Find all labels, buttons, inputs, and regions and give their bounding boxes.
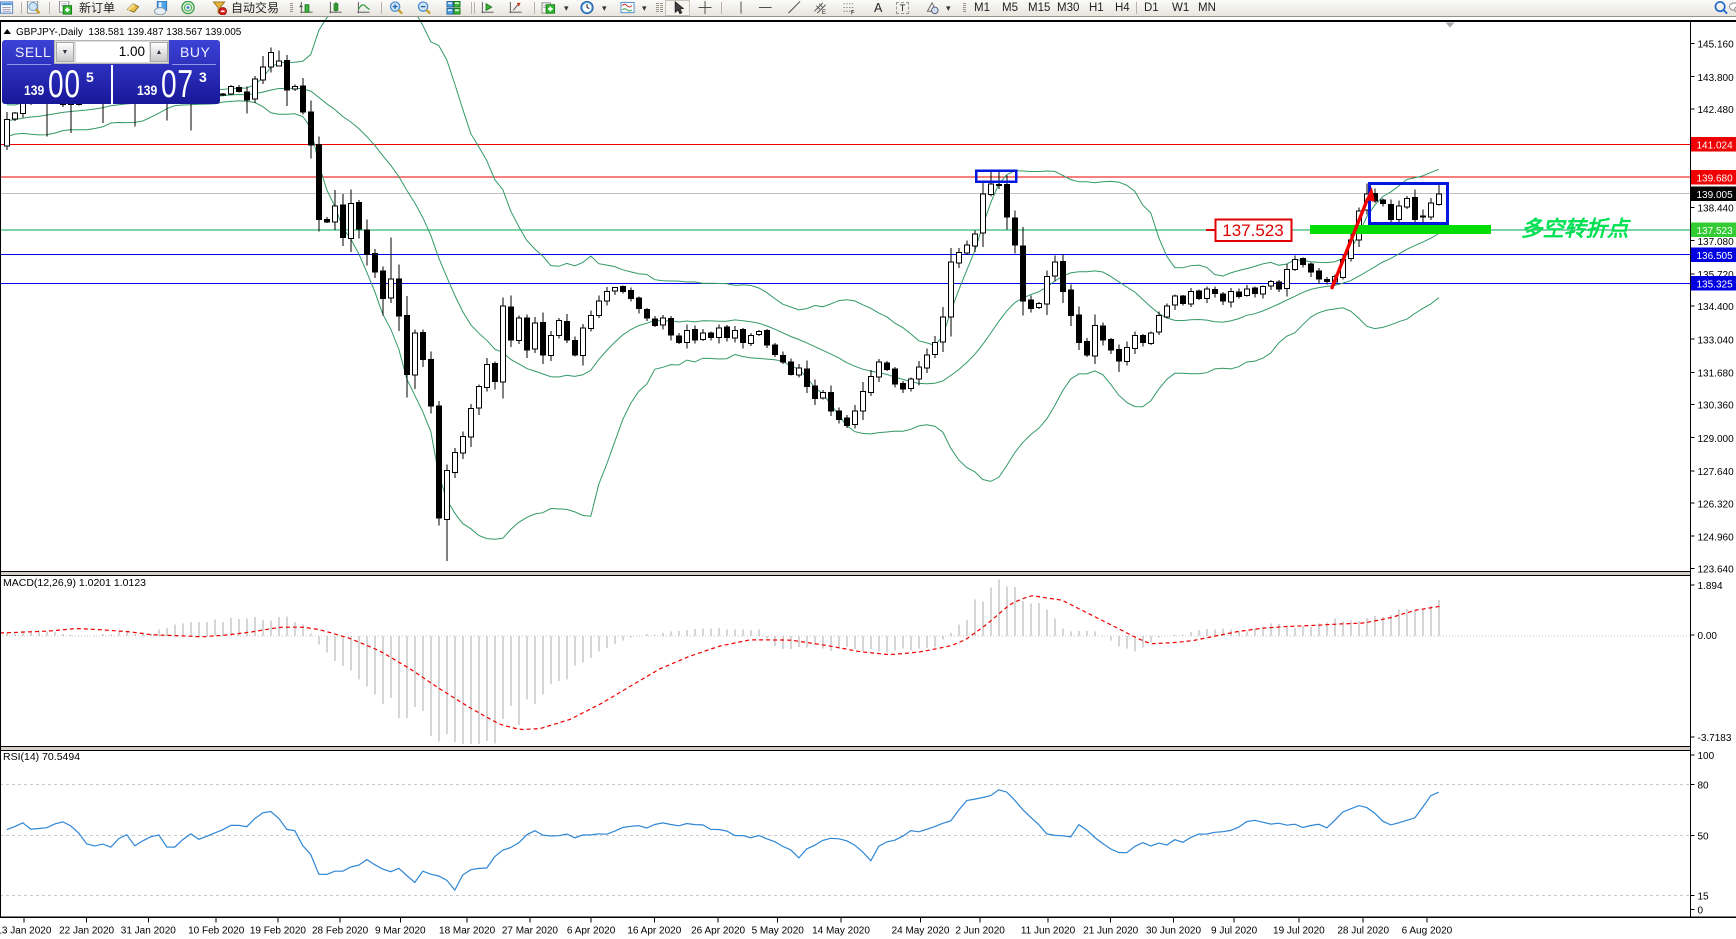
svg-text:30 Jun 2020: 30 Jun 2020 [1146,926,1201,937]
svg-text:F: F [851,11,855,15]
svg-text:133.040: 133.040 [1698,335,1735,346]
svg-text:E: E [822,10,826,15]
svg-text:RSI(14) 70.5494: RSI(14) 70.5494 [3,751,80,763]
svg-text:137.523: 137.523 [1222,221,1283,240]
svg-text:9 Mar 2020: 9 Mar 2020 [375,926,426,937]
svg-text:134.400: 134.400 [1698,302,1735,313]
svg-text:142.480: 142.480 [1698,105,1735,116]
svg-text:6 Apr 2020: 6 Apr 2020 [567,926,616,937]
svg-text:143.800: 143.800 [1698,73,1735,84]
svg-text:135.325: 135.325 [1697,280,1734,291]
svg-text:126.320: 126.320 [1698,499,1735,510]
svg-text:137.523: 137.523 [1697,226,1734,237]
svg-text:138.440: 138.440 [1698,204,1735,215]
svg-text:136.505: 136.505 [1697,251,1734,262]
svg-text:21 Jun 2020: 21 Jun 2020 [1083,926,1138,937]
svg-text:31 Jan 2020: 31 Jan 2020 [121,926,176,937]
svg-text:13 Jan 2020: 13 Jan 2020 [0,926,52,937]
svg-text:139.680: 139.680 [1697,173,1734,184]
svg-text:0: 0 [1698,906,1704,917]
svg-text:50: 50 [1698,832,1710,843]
svg-text:18 Mar 2020: 18 Mar 2020 [439,926,496,937]
svg-text:145.160: 145.160 [1698,40,1735,51]
svg-text:-3.7183: -3.7183 [1698,733,1732,744]
svg-text:9 Jul 2020: 9 Jul 2020 [1211,926,1258,937]
svg-text:28 Jul 2020: 28 Jul 2020 [1337,926,1389,937]
svg-text:19 Feb 2020: 19 Feb 2020 [250,926,307,937]
svg-text:1.894: 1.894 [1698,581,1723,592]
svg-text:2 Jun 2020: 2 Jun 2020 [955,926,1005,937]
svg-text:141.024: 141.024 [1697,141,1734,152]
svg-text:124.960: 124.960 [1698,532,1735,543]
svg-text:5 May 2020: 5 May 2020 [752,926,805,937]
svg-text:26 Apr 2020: 26 Apr 2020 [691,926,745,937]
svg-text:137.080: 137.080 [1698,237,1735,248]
svg-text:22 Jan 2020: 22 Jan 2020 [59,926,114,937]
svg-text:123.640: 123.640 [1698,565,1735,576]
svg-text:MACD(12,26,9) 1.0201 1.0123: MACD(12,26,9) 1.0201 1.0123 [3,577,146,589]
svg-text:131.680: 131.680 [1698,369,1735,380]
svg-text:GBPJPY-,Daily 138.581 139.487: GBPJPY-,Daily 138.581 139.487 138.567 13… [16,27,242,38]
svg-text:19 Jul 2020: 19 Jul 2020 [1273,926,1325,937]
svg-text:14 May 2020: 14 May 2020 [812,926,870,937]
svg-text:127.640: 127.640 [1698,467,1735,478]
svg-text:130.360: 130.360 [1698,401,1735,412]
svg-text:16 Apr 2020: 16 Apr 2020 [627,926,681,937]
svg-text:100: 100 [1698,751,1715,762]
svg-text:139.005: 139.005 [1697,190,1734,201]
svg-text:80: 80 [1698,781,1710,792]
svg-text:0.00: 0.00 [1698,631,1718,642]
svg-text:多空转折点: 多空转折点 [1521,217,1632,241]
svg-text:27 Mar 2020: 27 Mar 2020 [502,926,559,937]
svg-text:129.000: 129.000 [1698,434,1735,445]
svg-text:135.720: 135.720 [1698,270,1735,281]
svg-text:15: 15 [1698,892,1710,903]
svg-text:6 Aug 2020: 6 Aug 2020 [1402,926,1453,937]
svg-text:10 Feb 2020: 10 Feb 2020 [188,926,245,937]
svg-text:28 Feb 2020: 28 Feb 2020 [312,926,369,937]
svg-text:11 Jun 2020: 11 Jun 2020 [1021,926,1076,937]
svg-text:24 May 2020: 24 May 2020 [892,926,950,937]
